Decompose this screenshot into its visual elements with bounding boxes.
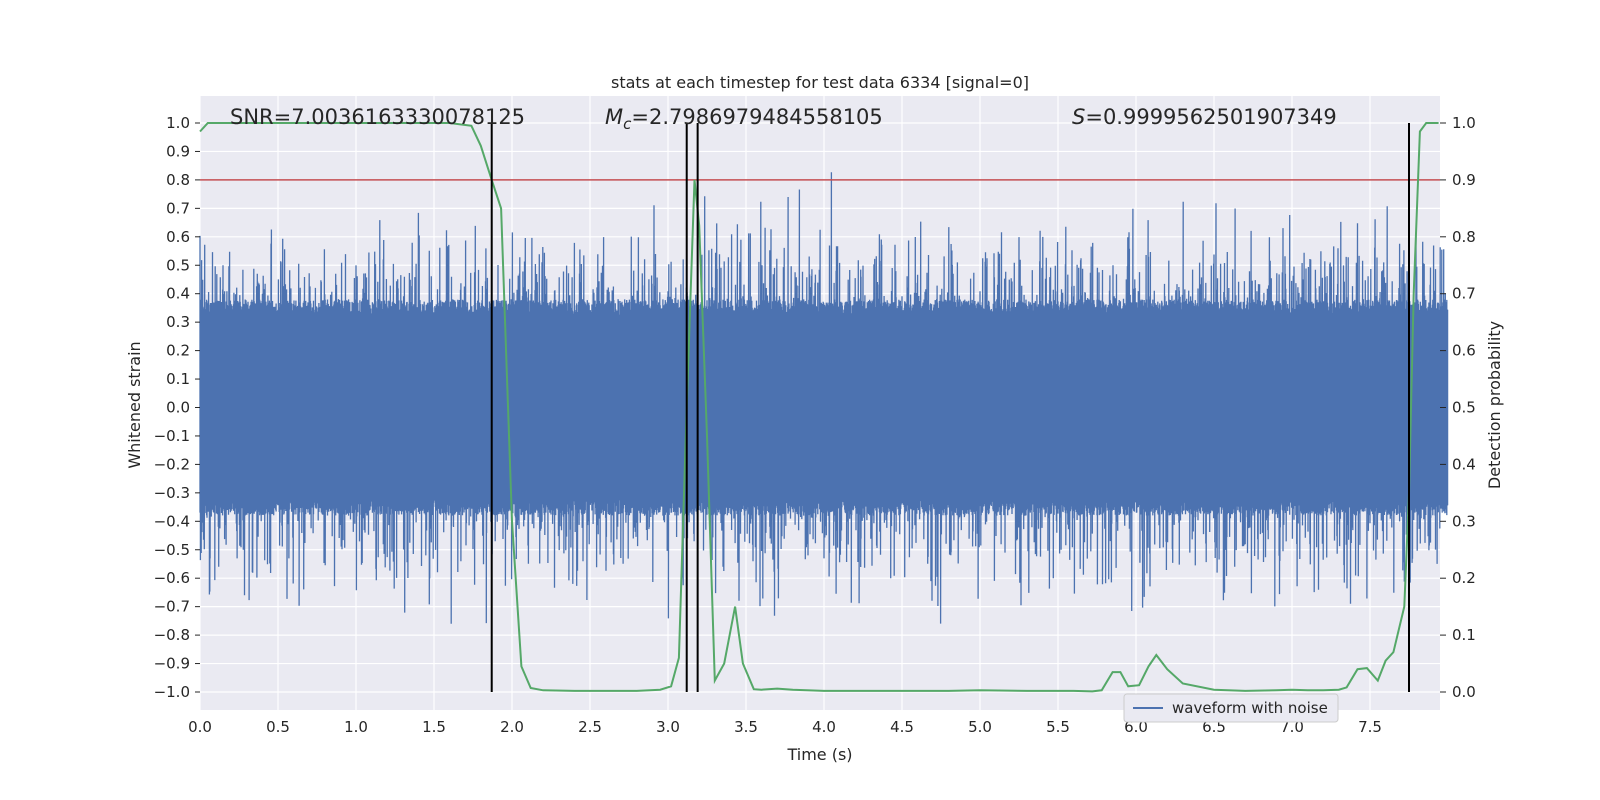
y-tick-label: −0.1: [154, 427, 190, 445]
x-tick-label: 5.5: [1046, 718, 1070, 736]
y-tick-label: 0.8: [166, 171, 190, 189]
legend-label: waveform with noise: [1172, 699, 1328, 717]
y2-tick-label: 0.7: [1452, 285, 1476, 303]
x-tick-label: 2.5: [578, 718, 602, 736]
y-tick-label: −0.5: [154, 541, 190, 559]
y-tick-label: −0.2: [154, 455, 190, 473]
y-tick-label: −0.8: [154, 626, 190, 644]
mc-symbol: M: [605, 105, 623, 129]
legend-box: [1123, 693, 1339, 723]
y-axis-title: Whitened strain: [125, 341, 144, 468]
x-tick-label: 4.5: [890, 718, 914, 736]
detection-probability-line: [199, 122, 1439, 693]
x-axis-ticks: 0.0 0.5 1.0 1.5 2.0 2.5 3.0 3.5 4.0 4.5 5.0 5.5 6.0 6…: [188, 718, 1382, 736]
y-tick-label: 0.2: [166, 342, 190, 360]
x-tick-label: 1.5: [422, 718, 446, 736]
y2-tick-label: 0.5: [1452, 399, 1476, 417]
legend: waveform with noise: [1123, 693, 1339, 723]
x-tick-label: 0.0: [188, 718, 212, 736]
x-tick-label: 1.0: [344, 718, 368, 736]
y2-tick-label: 0.9: [1452, 171, 1476, 189]
y-tick-label: −0.4: [154, 512, 190, 530]
y-tick-label: 1.0: [166, 114, 190, 132]
s-symbol: S: [1072, 105, 1085, 129]
y-tick-label: −0.9: [154, 655, 190, 673]
y2-tick-label: 0.1: [1452, 626, 1476, 644]
x-tick-label: 0.5: [266, 718, 290, 736]
chirp-mass-annotation: Mc=2.7986979484558105: [605, 105, 883, 133]
y-tick-label: 0.4: [166, 285, 190, 303]
y2-tick-label: 0.6: [1452, 342, 1476, 360]
y-tick-label: −1.0: [154, 683, 190, 701]
y-tick-label: 0.3: [166, 313, 190, 331]
y-tick-label: −0.7: [154, 598, 190, 616]
x-tick-label: 5.0: [968, 718, 992, 736]
s-value: =0.9999562501907349: [1085, 105, 1336, 129]
y2-tick-label: 0.0: [1452, 683, 1476, 701]
mc-value: =2.7986979484558105: [631, 105, 882, 129]
x-tick-label: 4.0: [812, 718, 836, 736]
s-annotation: S=0.9999562501907349: [1072, 105, 1337, 129]
y-tick-label: 0.7: [166, 199, 190, 217]
y-tick-label: −0.3: [154, 484, 190, 502]
x-tick-label: 3.0: [656, 718, 680, 736]
x-axis-title: Time (s): [786, 745, 852, 764]
y2-tick-label: 1.0: [1452, 114, 1476, 132]
y-tick-label: 0.5: [166, 256, 190, 274]
y2-tick-label: 0.4: [1452, 455, 1476, 473]
y2-tick-label: 0.2: [1452, 569, 1476, 587]
y-axis-ticks: 1.0 0.9 0.8 0.7 0.6 0.5 0.4 0.3 0.2 0.1 0.0 −0.1 −0.…: [154, 114, 200, 701]
chart-title: stats at each timestep for test data 633…: [611, 73, 1029, 92]
y2-tick-label: 0.3: [1452, 512, 1476, 530]
waveform-series-line: [199, 172, 1449, 624]
snr-annotation: SNR=7.0036163330078125: [230, 105, 525, 129]
y2-axis-ticks: 1.0 0.9 0.8 0.7 0.6 0.5 0.4 0.3 0.2 0.1 0.0: [1440, 114, 1476, 701]
event-markers: [490, 123, 1410, 692]
x-tick-label: 7.5: [1358, 718, 1382, 736]
x-tick-label: 2.0: [500, 718, 524, 736]
x-tick-label: 3.5: [734, 718, 758, 736]
y-tick-label: −0.6: [154, 569, 190, 587]
mc-subscript: c: [623, 115, 632, 133]
y2-axis-title: Detection probability: [1485, 321, 1504, 489]
y-tick-label: 0.9: [166, 142, 190, 160]
y-tick-label: 0.1: [166, 370, 190, 388]
y2-tick-label: 0.8: [1452, 228, 1476, 246]
y-tick-label: 0.0: [166, 399, 190, 417]
y-tick-label: 0.6: [166, 228, 190, 246]
